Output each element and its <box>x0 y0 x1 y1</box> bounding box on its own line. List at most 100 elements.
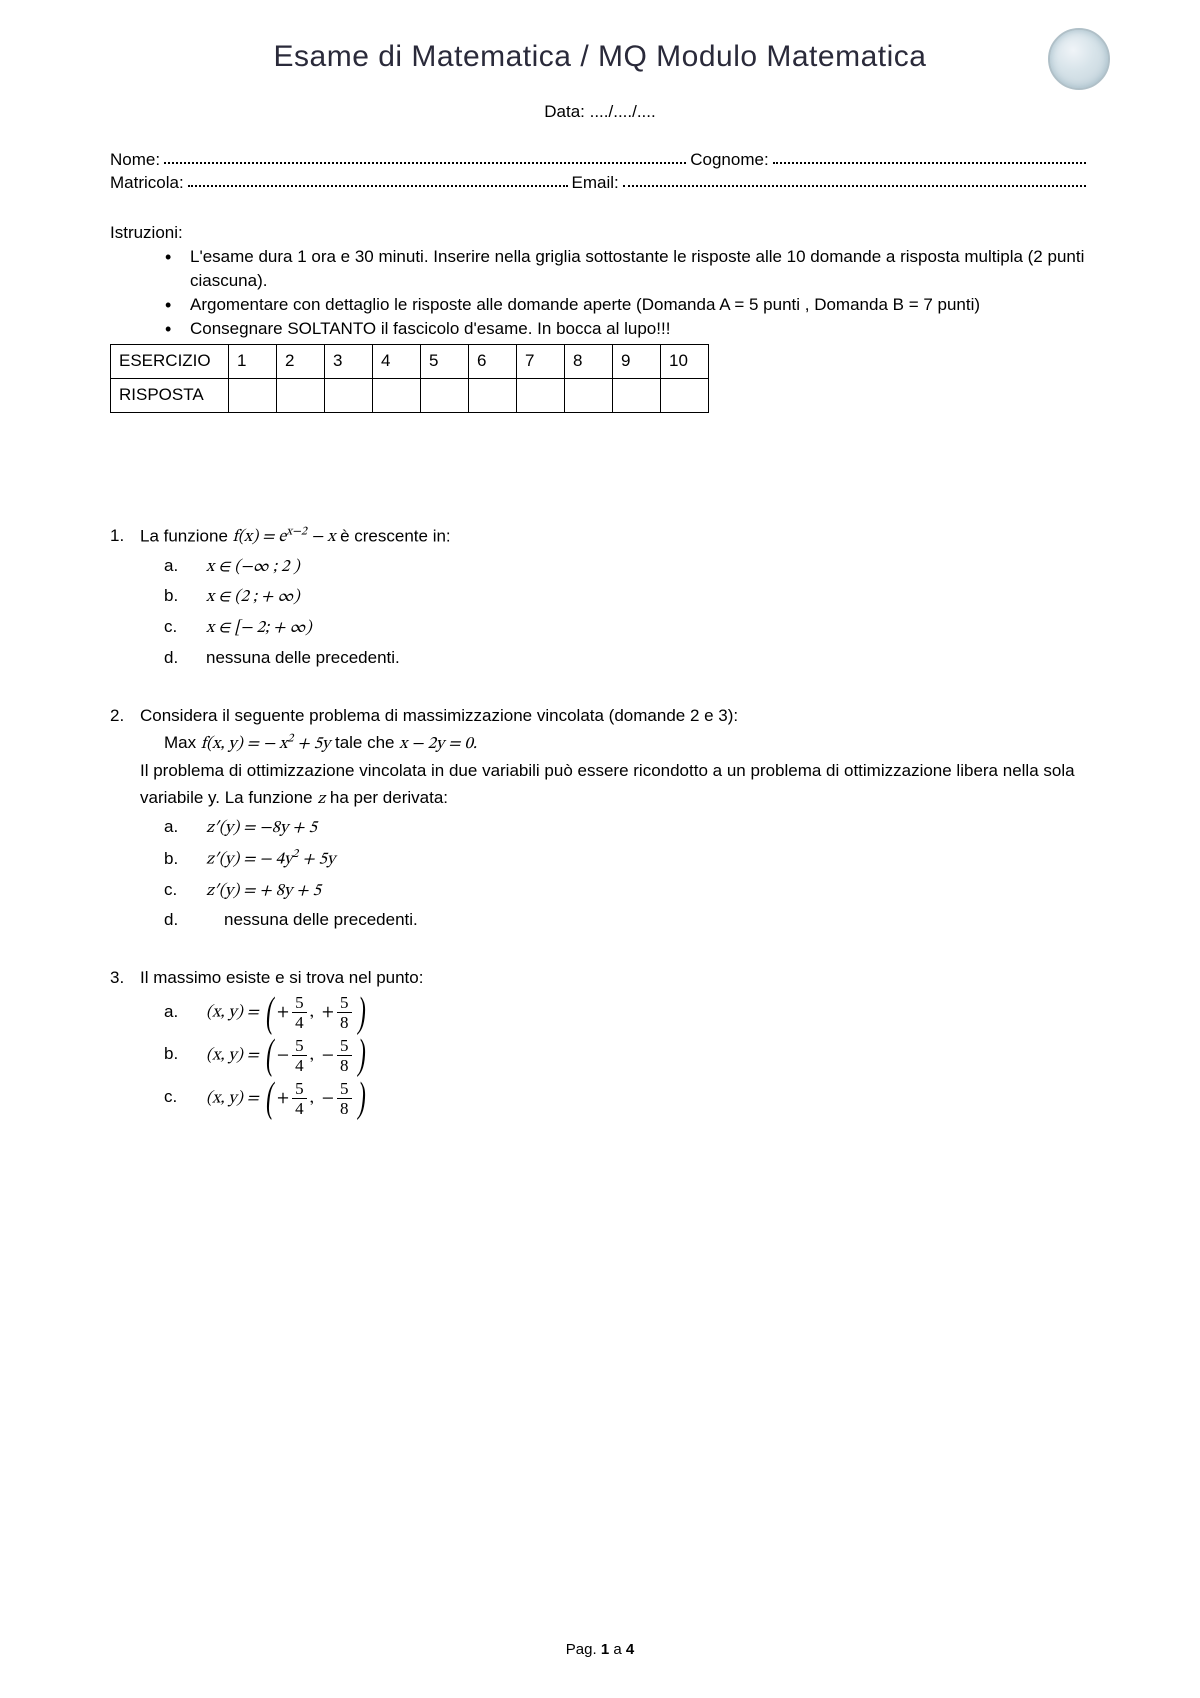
option-math: x ∈ (−∞ ; 2 ) <box>206 554 300 583</box>
footer-label: Pag. <box>566 1641 601 1658</box>
questions-block: 1. La funzione f(x) = ex−2 − x è crescen… <box>110 523 1090 1121</box>
footer-mid: a <box>609 1641 626 1658</box>
cognome-field[interactable] <box>773 150 1086 164</box>
grid-number: 2 <box>277 344 325 378</box>
q1-options: a.x ∈ (−∞ ; 2 ) b.x ∈ (2 ; + ∞) c.x ∈ [−… <box>110 552 1090 674</box>
option-letter: d. <box>164 644 206 673</box>
q1-number: 1. <box>110 523 140 552</box>
option-letter: b. <box>164 845 206 874</box>
option-math: z′(y) = −8y + 5 <box>206 815 317 844</box>
option-letter: d. <box>164 906 224 935</box>
option-letter: b. <box>164 582 206 611</box>
option-letter: c. <box>164 613 206 642</box>
q2-paragraph: Il problema di ottimizzazione vincolata … <box>140 761 1075 806</box>
option-math: (x, y) = (−54, −58) <box>206 1036 369 1077</box>
grid-number: 1 <box>229 344 277 378</box>
list-item: a.z′(y) = −8y + 5 <box>164 813 1090 844</box>
instructions-title: Istruzioni: <box>110 223 1090 243</box>
option-letter: a. <box>164 992 206 1033</box>
option-letter: c. <box>164 1077 206 1118</box>
option-letter: b. <box>164 1034 206 1075</box>
email-label: Email: <box>572 173 619 193</box>
option-math: z′(y) = − 4y2 + 5y <box>206 844 335 876</box>
option-text: nessuna delle precedenti. <box>206 644 400 673</box>
option-math: (x, y) = (+54, +58) <box>206 993 369 1034</box>
answer-cell[interactable] <box>469 378 517 412</box>
cognome-label: Cognome: <box>690 150 768 170</box>
option-math: x ∈ (2 ; + ∞) <box>206 584 300 613</box>
grid-number: 3 <box>325 344 373 378</box>
email-field[interactable] <box>623 173 1086 187</box>
answer-cell[interactable] <box>229 378 277 412</box>
q1-stem-post: è crescente in: <box>335 526 450 545</box>
grid-number: 6 <box>469 344 517 378</box>
answer-cell[interactable] <box>613 378 661 412</box>
university-seal-icon <box>1048 28 1110 90</box>
answer-cell[interactable] <box>517 378 565 412</box>
grid-number: 9 <box>613 344 661 378</box>
grid-number: 10 <box>661 344 709 378</box>
answer-cell[interactable] <box>421 378 469 412</box>
option-math: z′(y) = + 8y + 5 <box>206 878 321 907</box>
q3-options: a. (x, y) = (+54, +58) b. (x, y) = (−54,… <box>110 992 1090 1120</box>
list-item: d.nessuna delle precedenti. <box>164 906 1090 935</box>
q3-stem: Il massimo esiste e si trova nel punto: <box>140 965 1090 991</box>
question-3: 3. Il massimo esiste e si trova nel punt… <box>110 965 1090 1120</box>
answer-cell[interactable] <box>661 378 709 412</box>
grid-number: 4 <box>373 344 421 378</box>
option-math: x ∈ [− 2; + ∞) <box>206 615 312 644</box>
exam-title: Esame di Matematica / MQ Modulo Matemati… <box>274 40 927 74</box>
matricola-row: Matricola: Email: <box>110 173 1090 193</box>
list-item: b. (x, y) = (−54, −58) <box>164 1034 1090 1077</box>
list-item: b.z′(y) = − 4y2 + 5y <box>164 844 1090 876</box>
list-item: c.z′(y) = + 8y + 5 <box>164 876 1090 907</box>
table-row: RISPOSTA <box>111 378 709 412</box>
answer-cell[interactable] <box>373 378 421 412</box>
footer-total: 4 <box>626 1641 634 1658</box>
option-letter: a. <box>164 552 206 581</box>
option-text: nessuna delle precedenti. <box>224 906 418 935</box>
answer-cell[interactable] <box>277 378 325 412</box>
list-item: b.x ∈ (2 ; + ∞) <box>164 582 1090 613</box>
q2-number: 2. <box>110 703 140 813</box>
list-item: d.nessuna delle precedenti. <box>164 644 1090 673</box>
question-1: 1. La funzione f(x) = ex−2 − x è crescen… <box>110 523 1090 674</box>
grid-number: 5 <box>421 344 469 378</box>
list-item: c. (x, y) = (+54, −58) <box>164 1077 1090 1120</box>
table-row: ESERCIZIO 1 2 3 4 5 6 7 8 9 10 <box>111 344 709 378</box>
instruction-item: Argomentare con dettaglio le risposte al… <box>165 293 1090 317</box>
footer-current: 1 <box>601 1641 609 1658</box>
q1-math: f(x) = ex−2 − x <box>233 529 336 546</box>
question-2: 2. Considera il seguente problema di mas… <box>110 703 1090 935</box>
grid-number: 8 <box>565 344 613 378</box>
date-line: Data: ..../..../.... <box>110 102 1090 122</box>
page-footer: Pag. 1 a 4 <box>0 1641 1200 1658</box>
nome-label: Nome: <box>110 150 160 170</box>
instructions-list: L'esame dura 1 ora e 30 minuti. Inserire… <box>110 245 1090 342</box>
q2-stem: Considera il seguente problema di massim… <box>140 703 1090 813</box>
answer-cell[interactable] <box>565 378 613 412</box>
list-item: a. (x, y) = (+54, +58) <box>164 992 1090 1035</box>
matricola-field[interactable] <box>188 173 568 187</box>
matricola-label: Matricola: <box>110 173 184 193</box>
option-letter: a. <box>164 813 206 842</box>
page-header: Esame di Matematica / MQ Modulo Matemati… <box>110 40 1090 74</box>
instruction-item: L'esame dura 1 ora e 30 minuti. Inserire… <box>165 245 1090 293</box>
name-row: Nome: Cognome: <box>110 150 1090 170</box>
q3-number: 3. <box>110 965 140 991</box>
q2-options: a.z′(y) = −8y + 5 b.z′(y) = − 4y2 + 5y c… <box>110 813 1090 935</box>
list-item: a.x ∈ (−∞ ; 2 ) <box>164 552 1090 583</box>
list-item: c.x ∈ [− 2; + ∞) <box>164 613 1090 644</box>
grid-row-label: RISPOSTA <box>111 378 229 412</box>
grid-number: 7 <box>517 344 565 378</box>
instruction-item: Consegnare SOLTANTO il fascicolo d'esame… <box>165 317 1090 341</box>
option-letter: c. <box>164 876 206 905</box>
q1-stem-pre: La funzione <box>140 526 233 545</box>
q2-stem-line2: Max f(x, y) = − x2 + 5y tale che x − 2y … <box>140 733 477 752</box>
nome-field[interactable] <box>164 150 686 164</box>
q2-stem-line1: Considera il seguente problema di massim… <box>140 706 738 725</box>
grid-row-label: ESERCIZIO <box>111 344 229 378</box>
answer-cell[interactable] <box>325 378 373 412</box>
q1-stem: La funzione f(x) = ex−2 − x è crescente … <box>140 523 1090 552</box>
answer-grid: ESERCIZIO 1 2 3 4 5 6 7 8 9 10 RISPOSTA <box>110 344 709 413</box>
